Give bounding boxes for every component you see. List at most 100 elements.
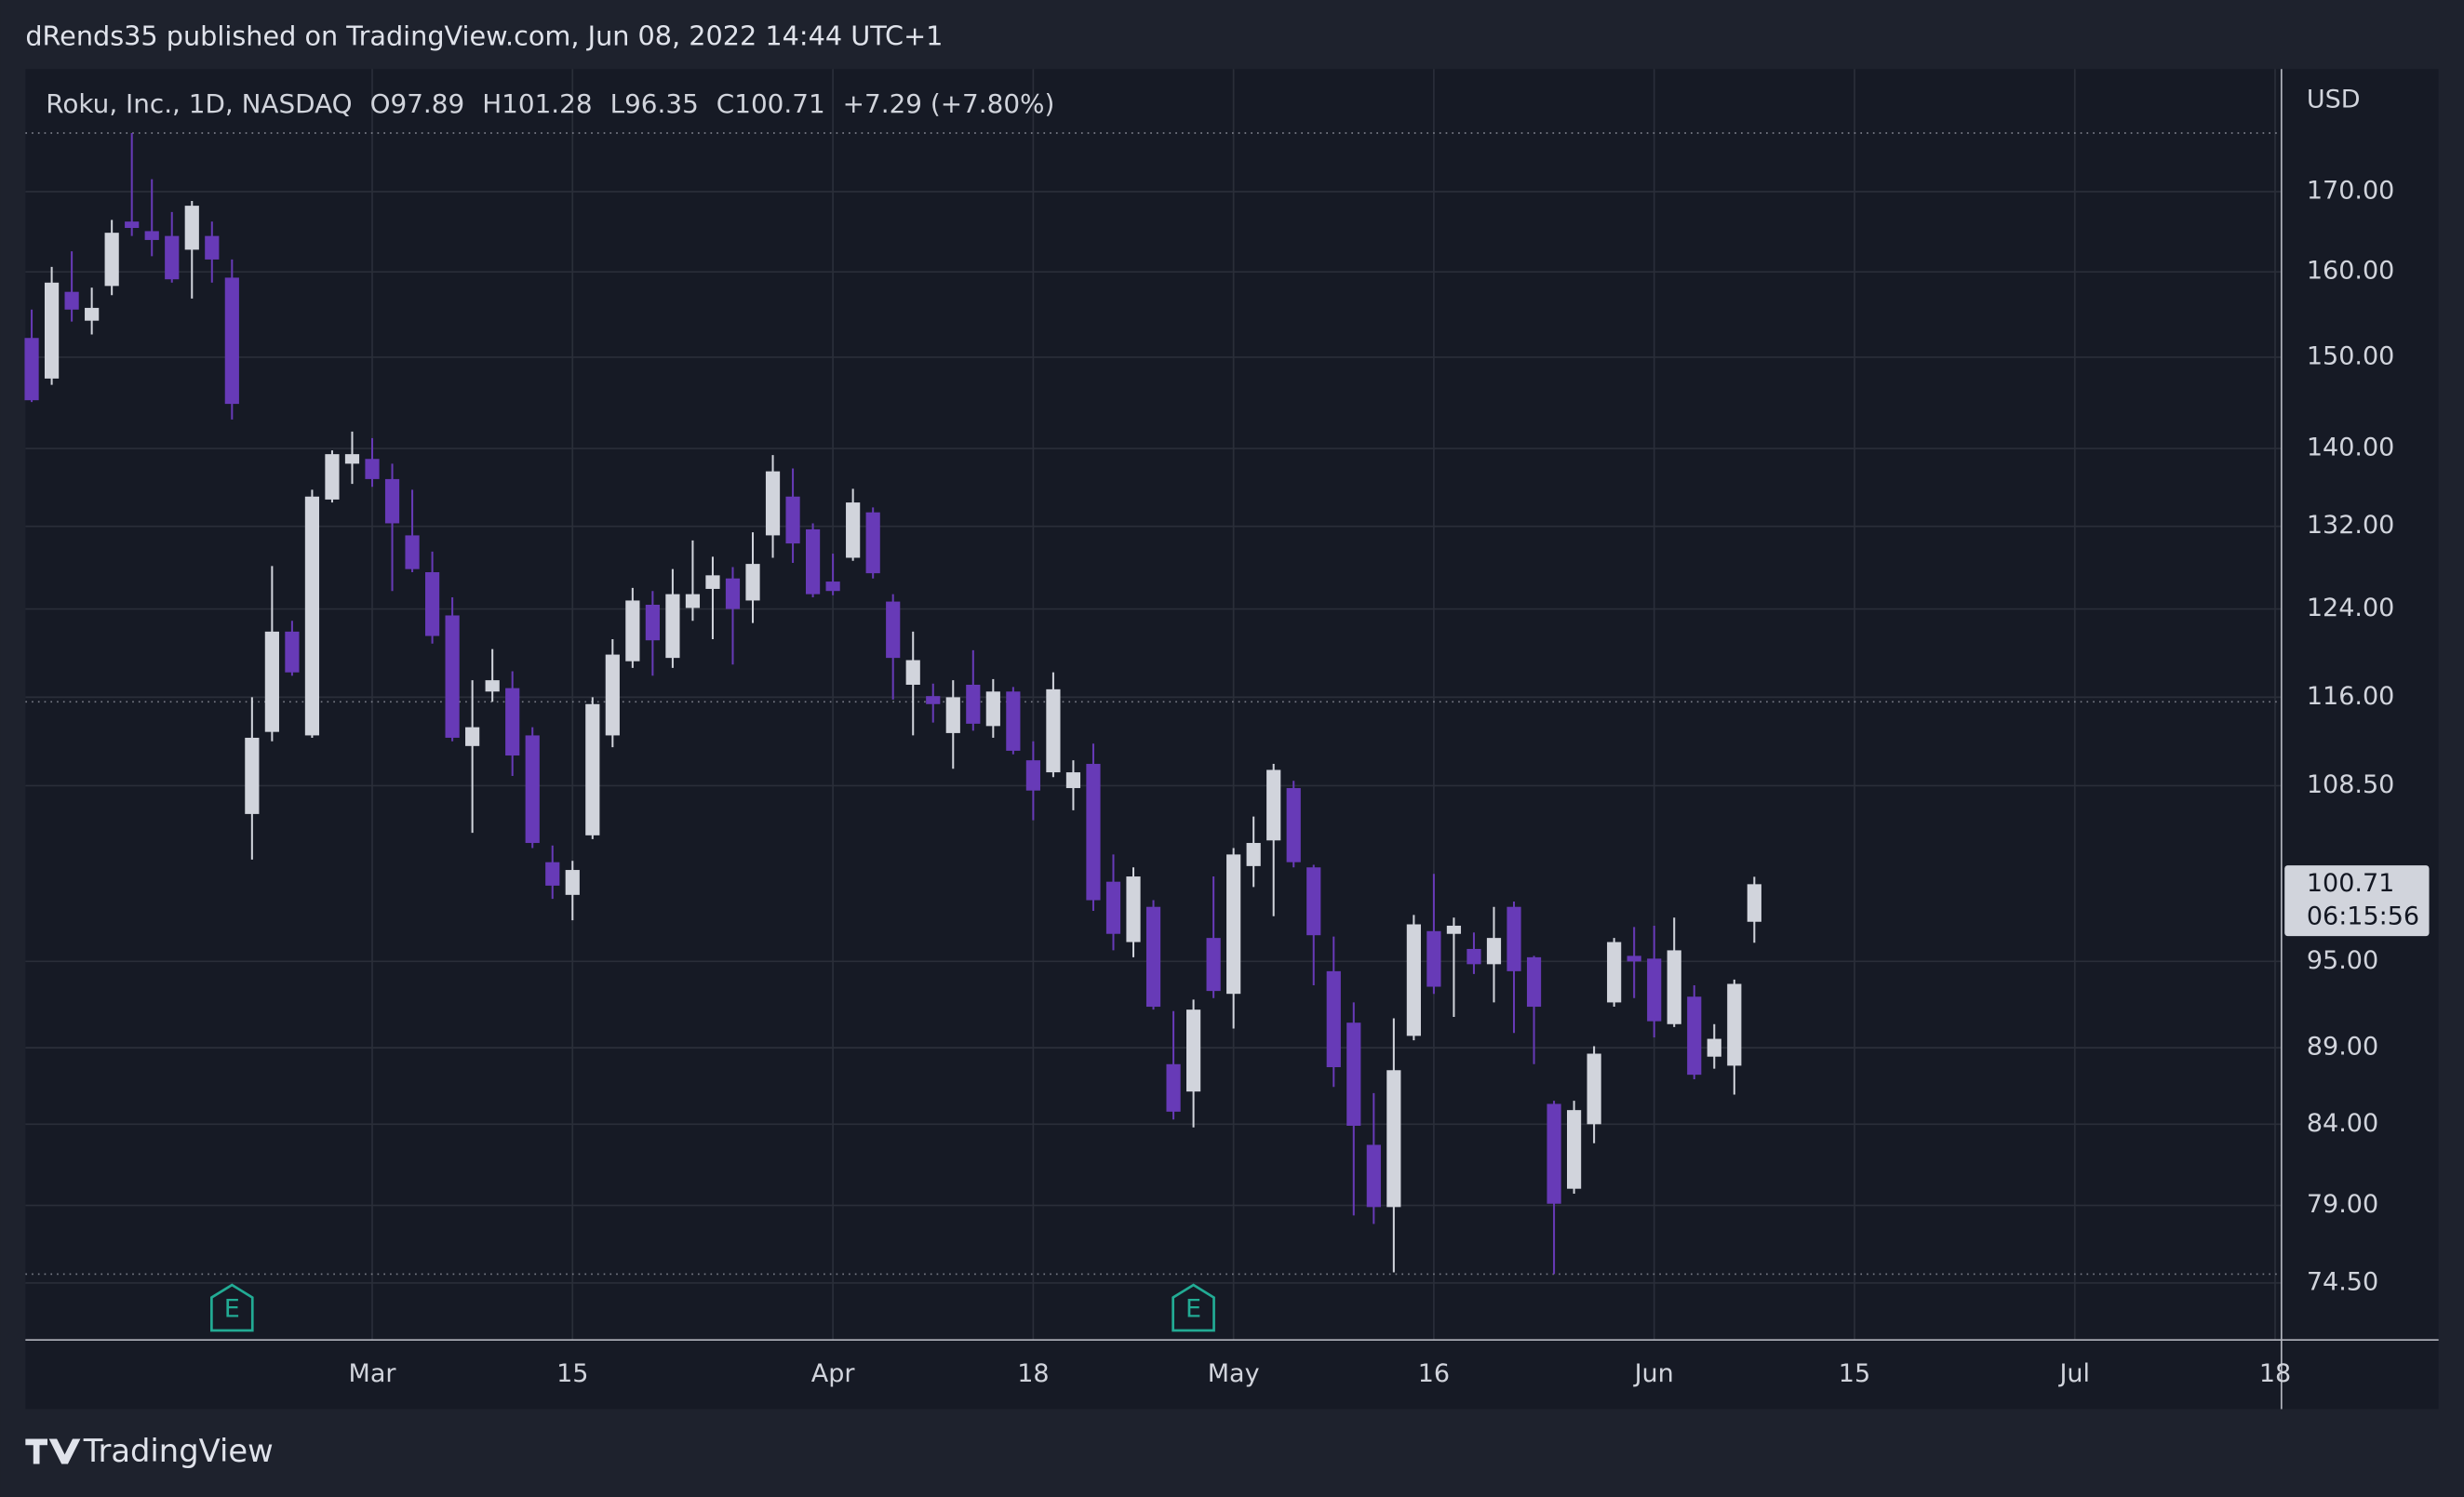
candle-body [846,502,861,558]
y-tick-label: 79.00 [2307,1190,2378,1219]
candle-body [1607,942,1622,1003]
candle-body [1587,1053,1601,1125]
candle-body [1246,843,1261,866]
candle-body [725,578,741,609]
event-marker [1172,1283,1215,1332]
y-tick-label: 160.00 [2307,257,2394,286]
candle-body [865,512,880,574]
candle-body [1166,1063,1181,1112]
event-marker [210,1283,254,1332]
y-tick-label: 74.50 [2307,1267,2378,1296]
candle-body [1406,924,1421,1036]
candle-body [1346,1023,1361,1126]
candle-body [545,862,560,886]
candle-body [785,496,800,544]
y-tick-label: 124.00 [2307,594,2394,622]
candle-body [485,680,500,692]
candle-body [1366,1144,1381,1208]
x-tick-label: 15 [1839,1359,1870,1388]
candle-body [104,233,119,287]
candle-body [64,291,79,310]
candle-body [445,615,460,738]
event-label: E [224,1295,240,1324]
candle-body [365,459,380,479]
y-tick-label: 108.50 [2307,770,2394,799]
grid-layer [25,69,2282,1341]
candle-body [1507,906,1521,971]
footer-logo: TradingView [25,1433,274,1469]
candle-body [24,338,39,401]
candle-body [1547,1103,1561,1204]
candle-body [184,206,199,250]
candle-body [1727,983,1742,1066]
publish-info: dRends35 published on TradingView.com, J… [25,20,943,52]
candle-body [85,307,100,321]
candle-body [945,697,960,733]
x-tick-label: May [1208,1359,1260,1388]
candle-body [926,696,941,704]
y-tick-label: 150.00 [2307,341,2394,370]
candle-body [745,564,760,601]
x-tick-label: 15 [556,1359,588,1388]
candle-body [1667,950,1681,1024]
candle-body [905,660,920,685]
candle-body [1046,688,1061,773]
legend-high: H101.28 [482,88,592,119]
candle-body [1025,760,1040,791]
y-tick-label: 116.00 [2307,682,2394,711]
candle-body [1206,938,1221,992]
candle-body [205,235,220,260]
candle-body [1306,867,1321,936]
last-price-label: 100.71 [2307,869,2394,898]
candle-body [1747,884,1761,922]
candle-body [886,601,901,659]
logo-mark [25,1438,81,1464]
candle-body [1466,948,1481,965]
candle-body [424,572,440,636]
candle-body [1386,1070,1401,1208]
candle-body [1707,1038,1721,1057]
candle-body [625,600,640,662]
candle-body [705,575,720,589]
x-tick-label: Jun [1633,1359,1674,1388]
candle-body [1526,956,1542,1008]
y-tick-label: 140.00 [2307,434,2394,462]
candle-body [1086,764,1101,901]
candle-body [285,631,300,673]
candle-body [405,535,420,569]
candle-body [44,282,60,379]
candle-body [825,581,840,592]
candle-body [384,478,400,524]
y-tick-label: 89.00 [2307,1033,2378,1062]
candle-body [525,735,540,844]
candle-body [1486,938,1502,965]
x-tick-label: Jul [2057,1359,2090,1388]
candle-body [645,605,660,641]
candle-body [565,870,580,895]
candle-body [144,231,159,240]
candle-body [465,727,480,746]
candle-body [1145,906,1161,1008]
x-tick-label: 18 [1017,1359,1049,1388]
candle-body [1627,956,1641,962]
x-tick-label: 16 [1418,1359,1450,1388]
legend-change: +7.29 (+7.80%) [843,88,1055,119]
x-tick-label: Mar [349,1359,397,1388]
candle-body [1426,930,1441,987]
candle-body [1226,854,1241,995]
legend-low: L96.35 [610,88,699,119]
candle-body [264,631,279,732]
candle-body [245,737,260,814]
candle-body [966,684,981,724]
candle-body [1105,881,1121,934]
candle-body [165,235,180,280]
x-tick-label: 18 [2259,1359,2291,1388]
countdown-label: 06:15:56 [2307,902,2419,930]
candle-body [1006,691,1021,751]
candle-body [1326,970,1341,1068]
legend-close: C100.71 [716,88,825,119]
y-tick-label: 170.00 [2307,176,2394,205]
candle-body [1126,876,1141,942]
